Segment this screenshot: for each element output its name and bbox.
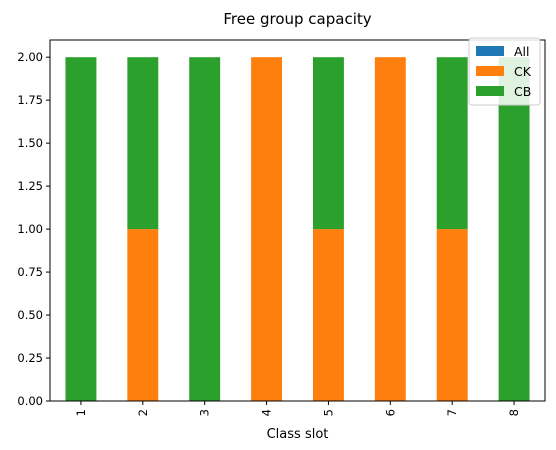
y-tick-label: 0.50 xyxy=(17,308,43,322)
plot-frame xyxy=(49,39,546,402)
y-tick-label: 2.00 xyxy=(17,50,43,64)
y-axis: 0.00 0.25 0.50 0.75 1.00 1.25 1.50 1.75 2.00 xyxy=(17,50,50,408)
x-tick-label: 7 xyxy=(445,409,459,416)
y-tick-label: 1.00 xyxy=(17,222,43,236)
bar-ck-7 xyxy=(436,229,468,401)
bar-cb-1 xyxy=(65,57,97,401)
chart-title: Free group capacity xyxy=(223,10,371,28)
x-tick-label: 6 xyxy=(383,409,397,416)
x-axis-label: Class slot xyxy=(267,427,329,442)
x-tick-label: 4 xyxy=(260,409,274,416)
legend: All CK CB xyxy=(468,37,541,106)
bar-cb-3 xyxy=(189,57,221,401)
x-tick-label: 2 xyxy=(136,409,150,416)
bar-ck-5 xyxy=(312,229,344,401)
bar-ck-4 xyxy=(251,57,283,401)
legend-label-all: All xyxy=(514,44,530,59)
y-tick-label: 0.75 xyxy=(17,265,43,279)
x-tick-label: 5 xyxy=(321,409,335,416)
x-tick-label: 3 xyxy=(198,409,212,416)
y-tick-label: 1.50 xyxy=(17,136,43,150)
bar-cb-2 xyxy=(127,57,159,230)
y-tick-label: 1.25 xyxy=(17,179,43,193)
legend-label-ck: CK xyxy=(514,64,532,79)
x-axis: 1 2 3 4 5 6 7 8 xyxy=(74,401,521,416)
bars-layer xyxy=(65,57,530,401)
bar-cb-5 xyxy=(312,57,344,230)
bar-cb-8 xyxy=(498,57,530,401)
legend-swatch-ck xyxy=(476,66,504,76)
x-tick-label: 8 xyxy=(507,409,521,416)
y-tick-label: 1.75 xyxy=(17,93,43,107)
y-tick-label: 0.00 xyxy=(17,394,43,408)
x-tick-label: 1 xyxy=(74,409,88,416)
legend-swatch-cb xyxy=(476,86,504,96)
bar-cb-7 xyxy=(436,57,468,230)
y-tick-label: 0.25 xyxy=(17,351,43,365)
bar-ck-6 xyxy=(374,57,406,401)
bar-ck-2 xyxy=(127,229,159,401)
legend-label-cb: CB xyxy=(514,84,531,99)
legend-swatch-all xyxy=(476,46,504,56)
